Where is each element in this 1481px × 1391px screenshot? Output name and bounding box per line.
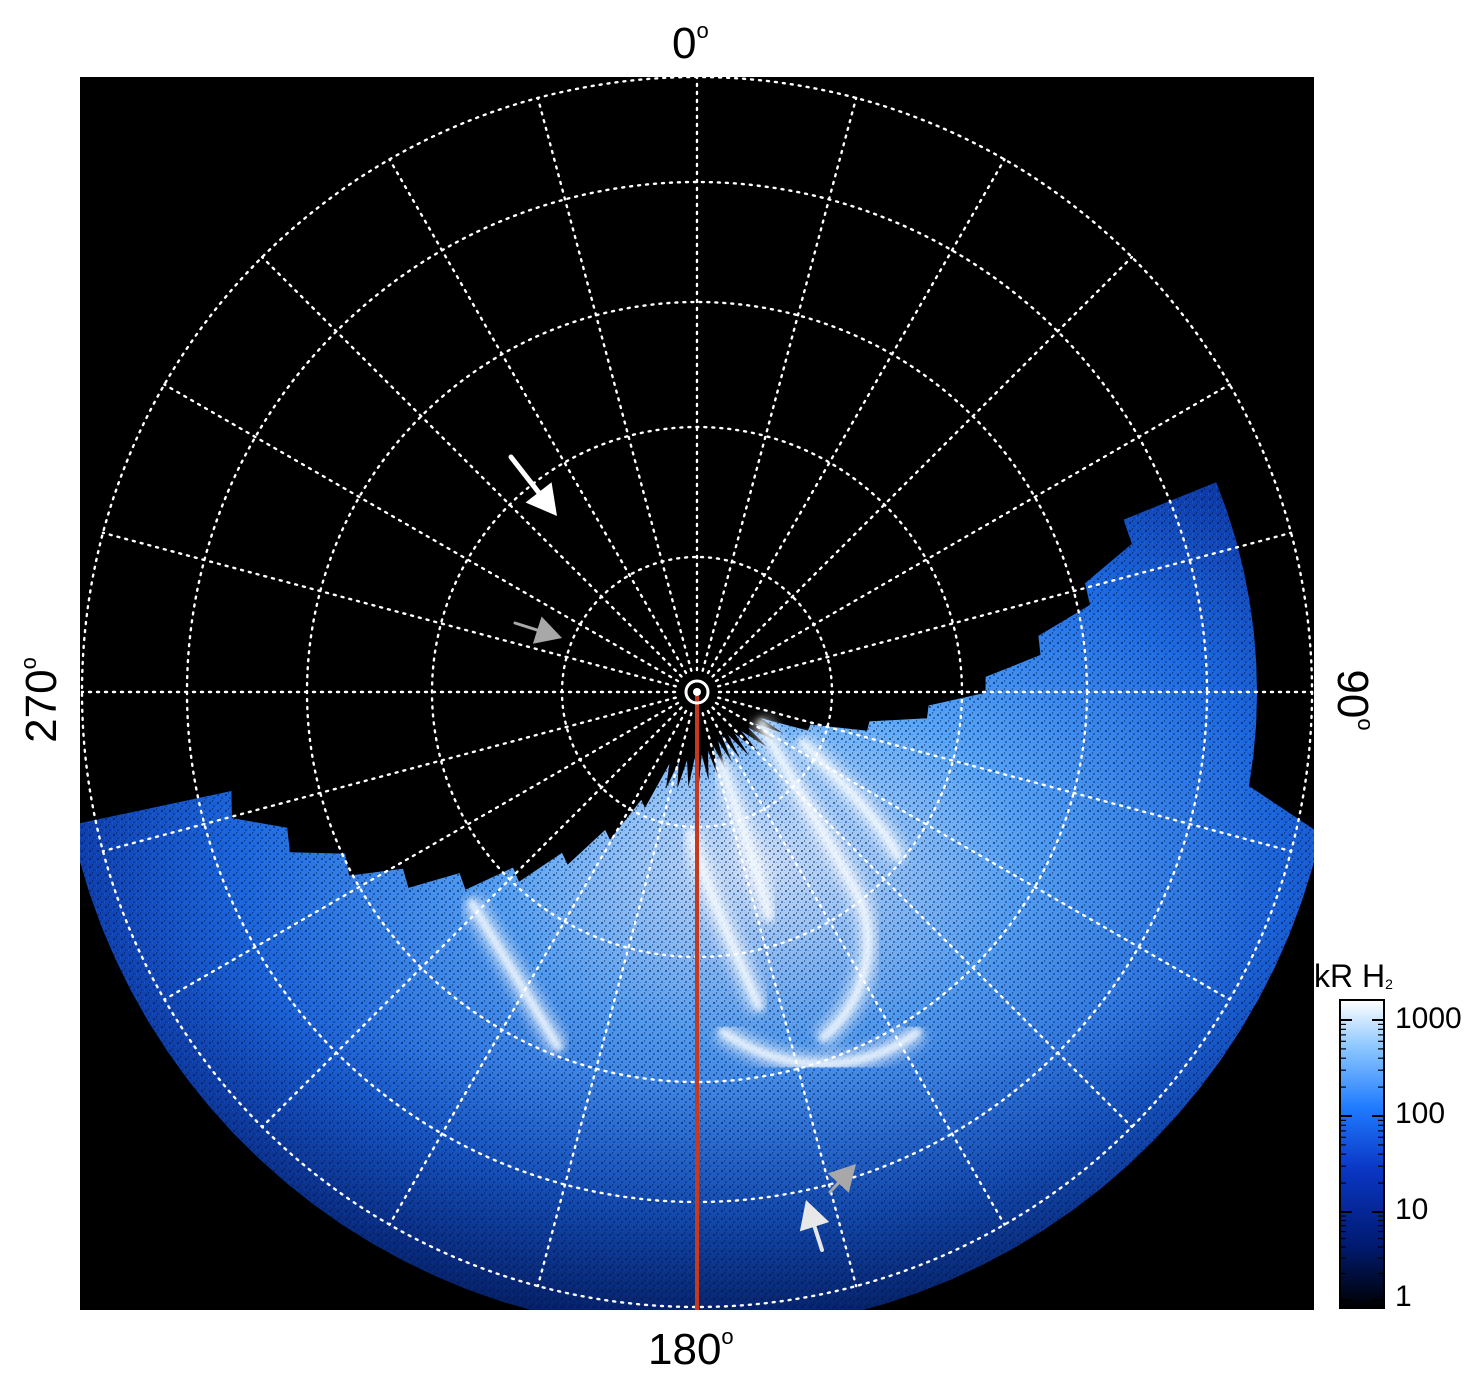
gray-arrow-upper [513,616,562,644]
aurora-arc-core [466,898,564,1052]
longitude-meridian [711,706,1134,1129]
longitude-meridian [701,712,858,1288]
gray-arrow-lower-head [827,1164,856,1193]
longitude-meridian [711,255,1134,678]
pole-dot [693,688,701,696]
gray-arrow-lower [827,1164,856,1194]
gray-arrow-lower-shaft [828,1181,840,1194]
colorbar-tick-label: 100 [1395,1097,1446,1130]
colorbar-tick-label: 1 [1395,1280,1412,1313]
colorbar-ticks [1340,1019,1384,1301]
longitude-label-bottom: 180o [648,1324,734,1374]
aurora-arc-core [797,737,904,862]
longitude-meridian [717,696,1293,853]
longitude-label-right: 90o [1328,669,1378,731]
longitude-meridian [706,158,1006,675]
pole-ring [684,679,710,705]
gray-arrow-upper-head [532,616,562,644]
longitude-label-top: 0o [672,18,709,68]
colorbar-tick-label: 10 [1395,1193,1429,1226]
longitude-meridian [163,701,680,1001]
gray-arrow-upper-shaft [513,621,539,632]
white-arrow-lower-head [799,1200,830,1232]
colorbar-title: kR H2 [1314,958,1393,994]
colorbar-tick-label: 1000 [1395,1002,1462,1035]
longitude-meridian [163,383,680,683]
aurora-arc-core [716,758,774,921]
longitude-meridian [260,255,683,678]
lat-lon-grid [80,77,1314,1309]
longitude-meridian [706,709,1006,1226]
longitude-meridian [388,158,688,675]
colorbar [1339,999,1385,1309]
longitude-meridian [260,706,683,1129]
annotation-arrows [508,454,856,1252]
longitude-meridian [714,701,1231,1001]
longitude-meridian [388,709,688,1226]
longitude-meridian [536,96,693,672]
white-arrow-lower [799,1200,830,1252]
longitude-meridian [714,383,1231,683]
white-arrow-upper [508,454,557,516]
longitude-label-left: 270o [16,657,66,743]
pole-marker [684,679,710,705]
longitude-meridian [536,712,693,1288]
longitude-meridian [717,531,1293,688]
colorbar-gradient [1339,999,1385,1309]
longitude-meridian [701,96,858,672]
longitude-meridian [101,531,677,688]
white-arrow-upper-shaft [508,454,542,495]
white-arrow-lower-shaft [812,1224,824,1252]
longitude-meridian [101,696,677,853]
white-arrow-upper-head [525,482,557,516]
